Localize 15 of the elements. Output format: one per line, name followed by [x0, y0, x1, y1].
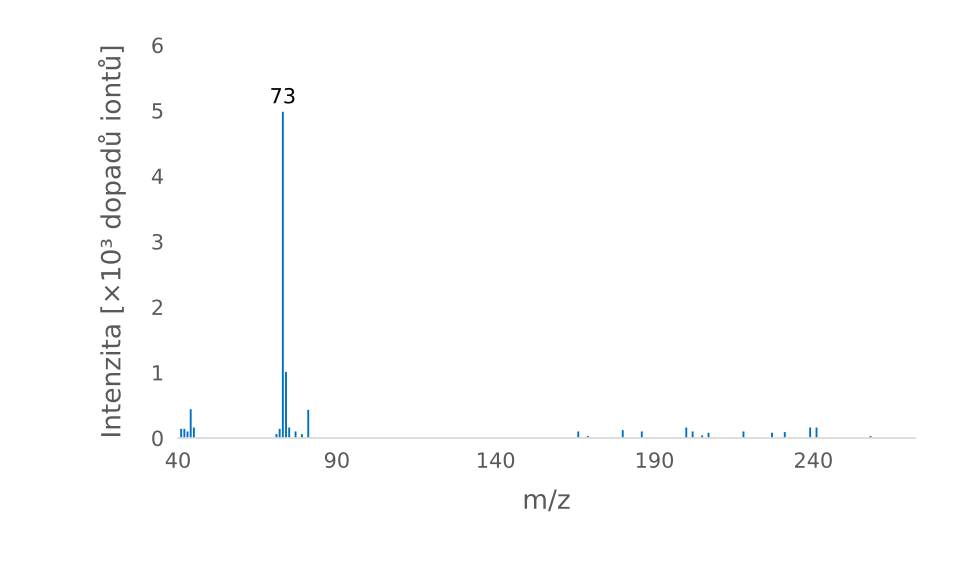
x-tick-label: 190	[636, 452, 674, 468]
x-tick-label: 40	[166, 452, 190, 468]
x-tick-label: 140	[478, 452, 514, 468]
x-tick-label: 240	[794, 452, 832, 468]
y-tick-label: 1	[153, 365, 162, 380]
y-tick-label: 3	[152, 234, 162, 250]
y-tick-label: 6	[152, 37, 163, 54]
y-tick-label: 4	[152, 168, 163, 184]
x-tick-label: 90	[324, 452, 349, 468]
x-axis-title: m/z	[524, 490, 570, 512]
y-axis-title: Intenzita [×10³ dopadů iontů]	[98, 46, 126, 436]
annotation: 73	[271, 88, 294, 104]
y-tick-label: 5	[152, 103, 162, 119]
y-tick-label: 2	[152, 299, 162, 315]
y-tick-label: 0	[152, 430, 163, 446]
